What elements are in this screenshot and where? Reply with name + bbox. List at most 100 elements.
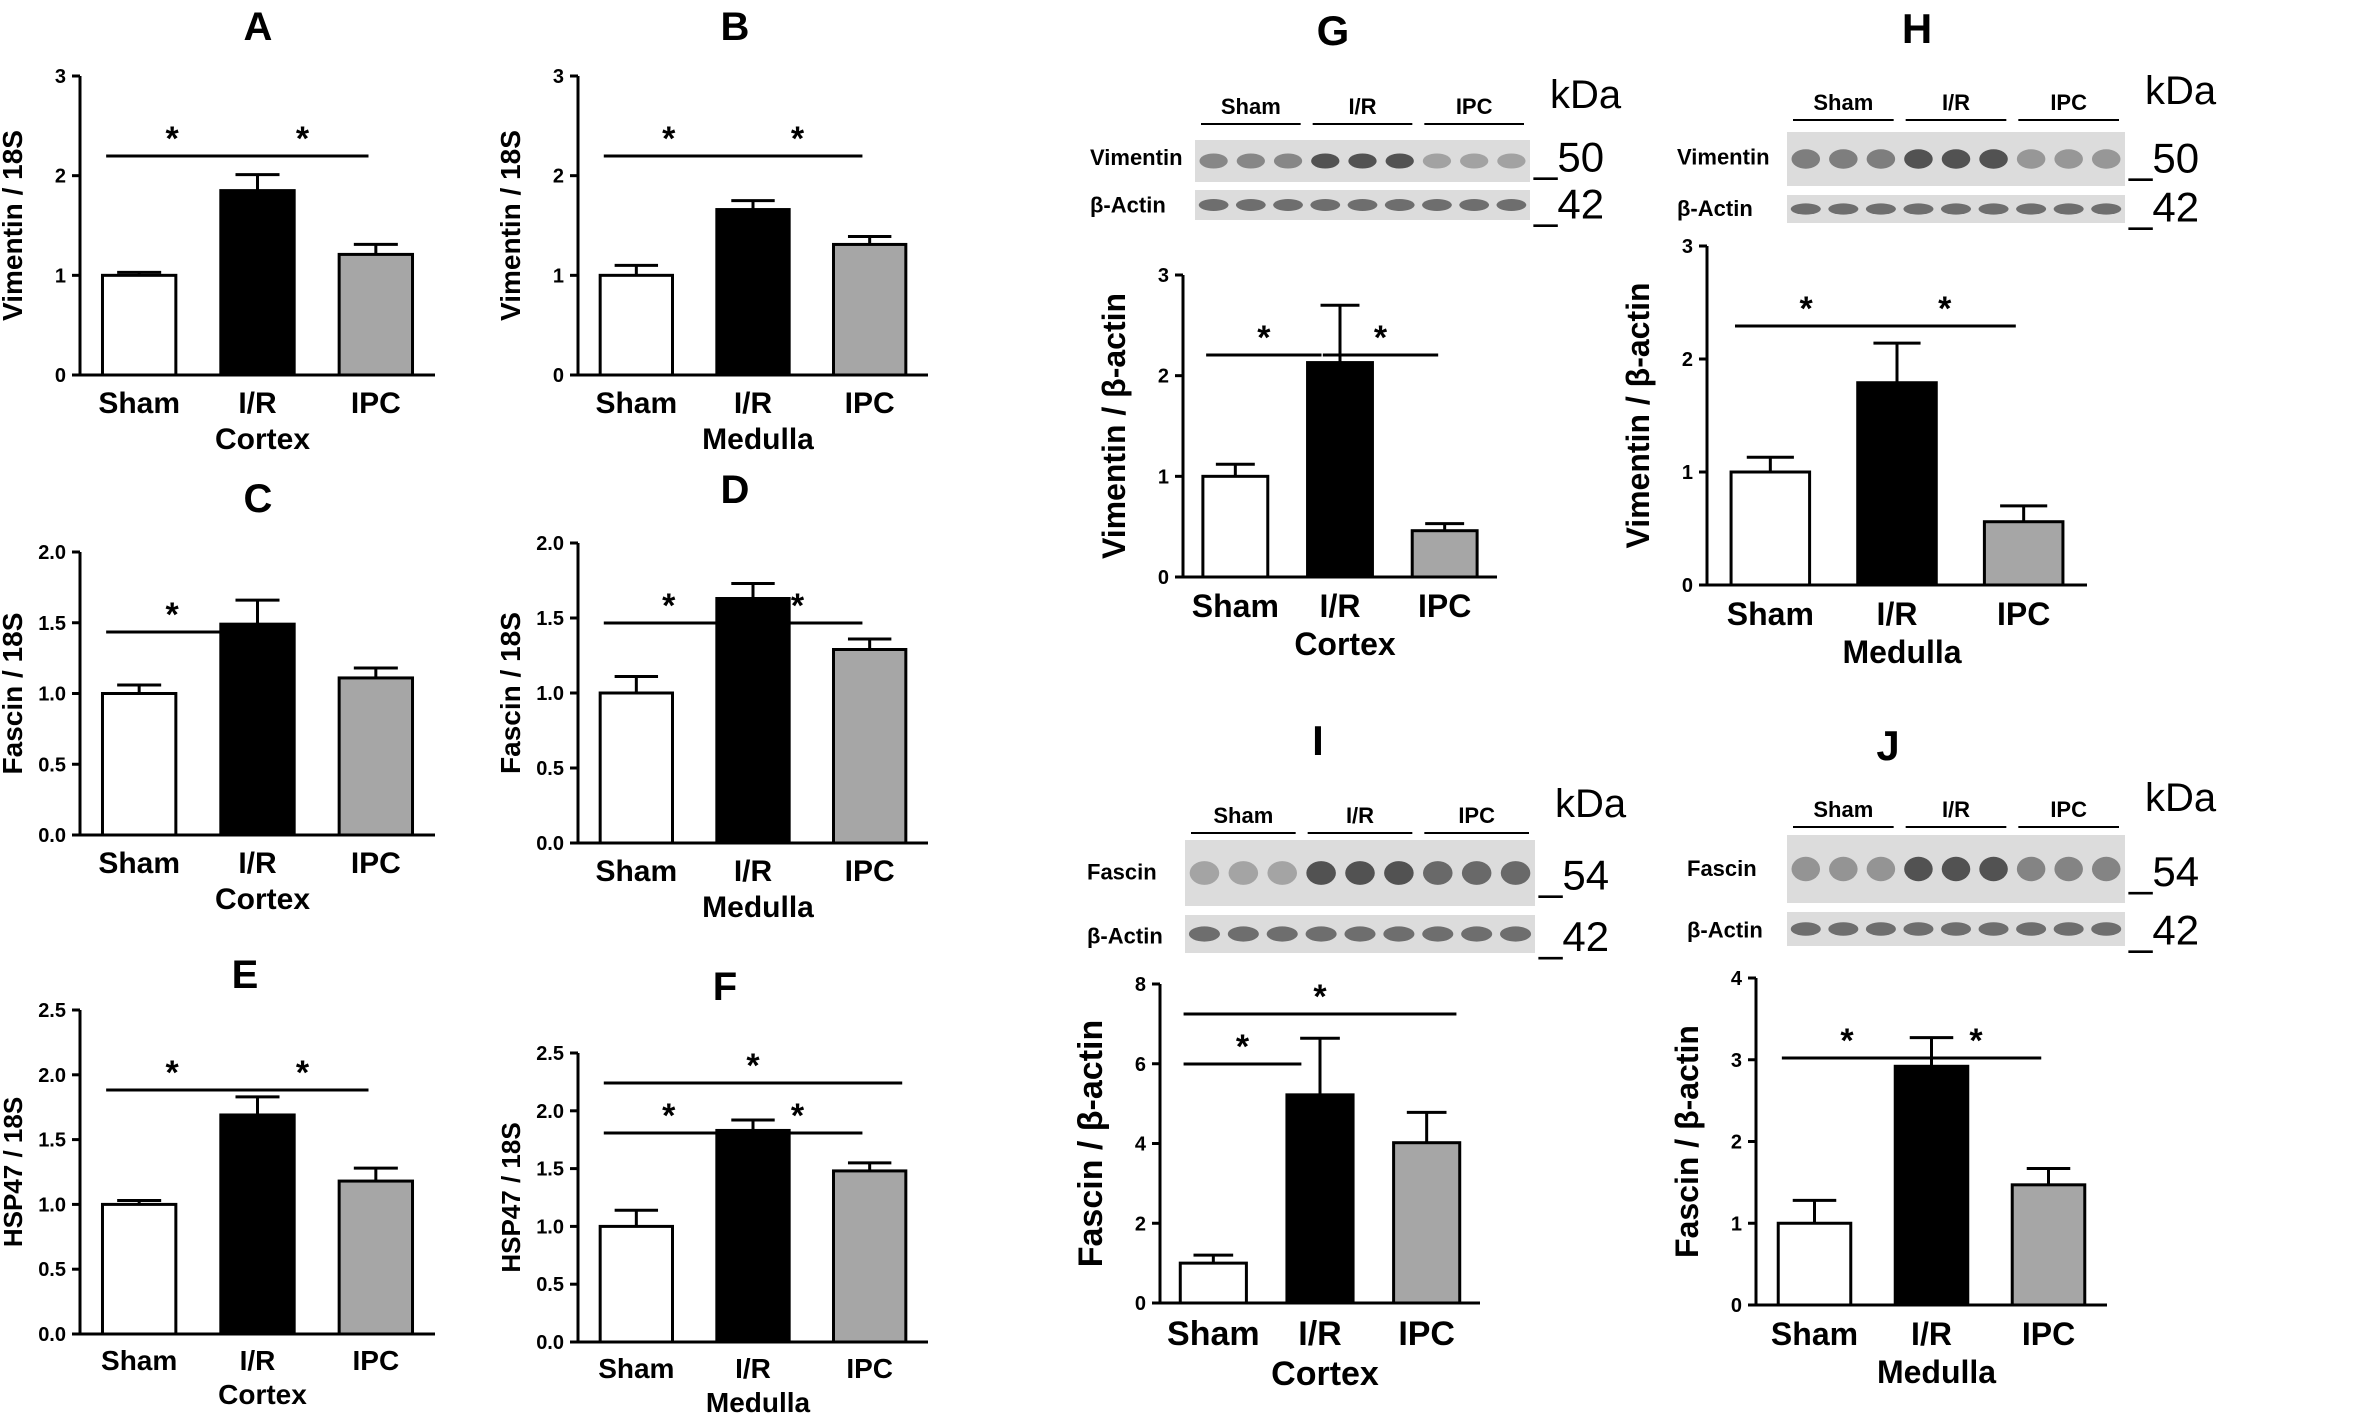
blot-actin-band [1940,203,1972,215]
blot-actin-band [1790,922,1821,936]
bar-sham [1776,1221,1853,1307]
blot-target-band [2016,856,2046,882]
blot-row-label-actin: β-Actin [1090,193,1166,218]
blot-actin-band [1266,926,1298,942]
y-tick-label: 1.0 [38,1194,66,1216]
blot-actin-band [1305,926,1337,942]
bar-ir [715,208,791,377]
blot-target-band [1348,153,1377,169]
western-blot-J: Sham I/R IPC Fascin β-Actin kDa _54 _42 [1687,776,2217,953]
y-tick-label: 2.0 [38,542,66,564]
x-axis-label: Medulla [702,891,814,924]
x-category-label: Sham [1727,596,1814,632]
chart-panel-A: A 0 1 2 3 Vimentin / 18S Sham I/R IPC Cortex * * [0,5,435,456]
chart-panel-J: J 0 1 2 3 4 Fascin / β-actin Sham I/R IPC Medulla *… [1669,722,2107,1390]
bar-ir [1285,1093,1355,1305]
blot-row-label-actin: β-Actin [1687,918,1763,943]
blot-actin-band [1978,922,2009,936]
y-axis-label: Fascin / β-actin [1669,1025,1705,1258]
blot-actin-band [1227,926,1259,942]
x-category-label: IPC [352,1345,399,1376]
y-tick-label: 0 [1731,1295,1742,1317]
x-axis-label: Medulla [1842,634,1961,670]
significance-star: * [1840,1022,1854,1060]
blot-marker-actin: _42 [2128,906,2199,953]
x-category-label: I/R [1877,596,1918,632]
blot-actin-band [1500,926,1532,942]
blot-target-band [1866,856,1896,882]
y-axis-label: Vimentin / β-actin [1620,282,1656,548]
x-category-label: I/R [1911,1316,1952,1352]
chart-panel-D: D 0.0 0.5 1.0 1.5 2.0 Fascin / 18S Sham I/R IPC Me… [495,468,928,924]
y-tick-label: 0 [55,365,66,387]
y-tick-label: 0.5 [38,754,66,776]
y-tick-label: 2.5 [536,1043,564,1065]
x-category-label: IPC [1997,596,2050,632]
blot-actin-band [1461,926,1493,942]
y-tick-label: 2.0 [38,1065,66,1087]
x-category-label: Sham [595,855,677,888]
significance-star: * [1938,290,1952,328]
blot-actin-band [1347,199,1378,211]
chart-panel-H: H 0 1 2 3 Vimentin / β-actin Sham I/R IPC Medulla… [1620,5,2087,670]
blot-actin-band [1865,203,1896,215]
y-tick-label: 0.5 [38,1259,66,1281]
y-axis-label: HSP47 / 18S [496,1122,526,1272]
blot-actin-band [2053,203,2084,215]
blot-group-label: Sham [1213,803,1273,828]
y-tick-label: 1 [1682,462,1693,484]
x-category-label: Sham [1167,1315,1260,1353]
x-category-label: IPC [1418,588,1471,624]
blot-target-band [1866,149,1896,169]
significance-star: * [1969,1022,1983,1060]
y-tick-label: 3 [55,66,66,88]
y-tick-label: 0.5 [536,758,564,780]
blot-row-label-actin: β-Actin [1677,196,1753,221]
y-tick-label: 2.0 [536,1101,564,1123]
bar-ipc [337,1179,415,1336]
chart-panel-G: G 0 1 2 3 Vimentin / β-actin Sham I/R IPC Cortex *… [1096,7,1497,662]
blot-target-band [1979,149,2008,169]
y-tick-label: 3 [1158,265,1169,287]
x-category-label: Sham [1771,1316,1858,1352]
bar-sham [598,1224,675,1344]
blot-actin-band [1903,922,1934,936]
blot-actin-band [1940,922,1972,936]
y-tick-label: 1.5 [38,1130,66,1152]
blot-group-label: I/R [1942,797,1970,822]
blot-marker-target: _54 [2128,848,2199,895]
bar-ipc [832,242,908,377]
blot-group-label: I/R [1348,94,1376,119]
bar-ir [219,1113,296,1336]
y-tick-label: 4 [1731,968,1743,990]
y-tick-label: 0.0 [38,825,66,847]
y-axis-label: Fascin / β-actin [1072,1020,1110,1267]
blot-target-band [1199,153,1228,169]
blot-target-band [1311,153,1340,169]
blot-target-band [1273,153,1303,169]
significance-star: * [746,1047,760,1085]
y-tick-label: 0 [1682,575,1693,597]
blot-marker-target: _50 [2128,135,2199,182]
blot-row-label-target: Vimentin [1677,144,1770,169]
y-tick-label: 1 [1158,466,1169,488]
blot-actin-band [1383,926,1415,942]
blot-target-band [1228,861,1259,885]
panel-letter: B [721,5,750,49]
y-tick-label: 1.0 [536,1216,564,1238]
blot-target-band [1904,149,1933,169]
y-tick-label: 1.5 [536,608,564,630]
blot-target-band [1423,861,1453,885]
blot-marker-target: _50 [1533,134,1604,181]
blot-group-label: I/R [1346,803,1374,828]
blot-row-label-actin: β-Actin [1087,924,1163,949]
bar-ipc [832,1169,908,1344]
bar-ipc [1410,529,1479,579]
x-axis-label: Medulla [702,423,814,456]
blot-target-band [2091,149,2121,169]
blot-target-band [1345,861,1375,885]
blot-target-band [1385,153,1414,169]
bar-ipc [337,252,415,377]
x-category-label: Sham [595,387,677,420]
